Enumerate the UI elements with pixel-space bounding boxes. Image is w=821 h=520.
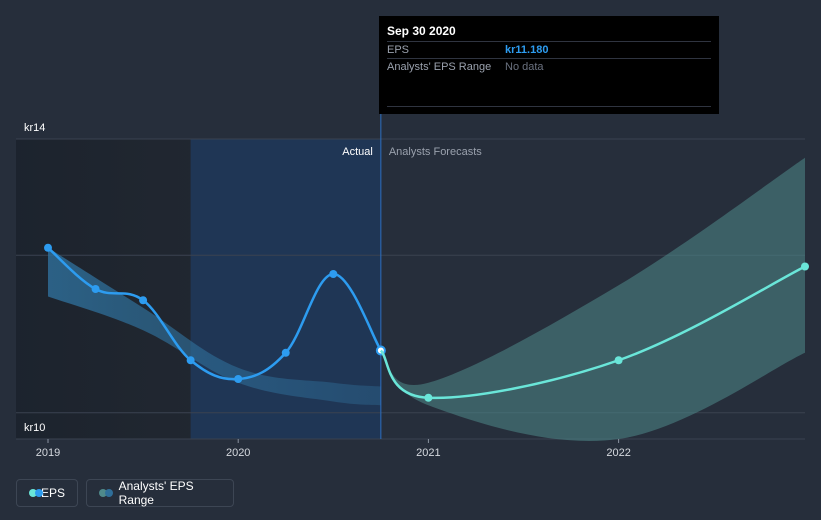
legend-eps-label: EPS	[40, 486, 65, 500]
data-point	[186, 356, 195, 365]
data-point	[329, 270, 338, 278]
data-point	[44, 243, 52, 252]
tooltip-divider	[387, 106, 711, 107]
eps-legend-icon	[29, 489, 43, 497]
x-tick-label: 2020	[226, 447, 250, 459]
data-point	[801, 262, 809, 271]
data-point	[281, 348, 290, 357]
tooltip: Sep 30 2020 EPS kr11.180 Analysts' EPS R…	[379, 16, 719, 114]
forecast-label: Analysts Forecasts	[389, 146, 482, 158]
x-tick-label: 2019	[36, 447, 60, 459]
tooltip-row-eps: EPS kr11.180	[387, 41, 711, 59]
legend-range-label: Analysts' EPS Range	[118, 479, 194, 507]
actual-label: Actual	[342, 146, 373, 158]
tooltip-row-range: Analysts' EPS Range No data	[387, 58, 711, 76]
data-point	[139, 296, 148, 305]
tooltip-range-label: Analysts' EPS Range	[387, 61, 492, 73]
range-band-forecast	[380, 157, 805, 441]
tooltip-range-value: No data	[505, 61, 544, 73]
y-tick-label: kr14	[24, 122, 45, 134]
tooltip-date: Sep 30 2020	[387, 24, 456, 38]
tooltip-eps-value: kr11.180	[505, 44, 549, 56]
data-point	[91, 285, 100, 293]
y-tick-label: kr10	[24, 422, 45, 434]
data-point	[614, 356, 623, 365]
data-point	[234, 375, 243, 383]
range-legend-icon	[99, 489, 113, 497]
series-line-forecast	[379, 265, 806, 400]
data-point	[424, 393, 433, 402]
x-tick-label: 2021	[416, 447, 440, 459]
tooltip-eps-label: EPS	[387, 44, 410, 56]
legend-eps[interactable]: EPS	[16, 479, 78, 507]
legend-range[interactable]: Analysts' EPS Range	[86, 479, 234, 507]
x-tick-label: 2022	[606, 447, 630, 459]
range-band-actual	[48, 247, 381, 406]
